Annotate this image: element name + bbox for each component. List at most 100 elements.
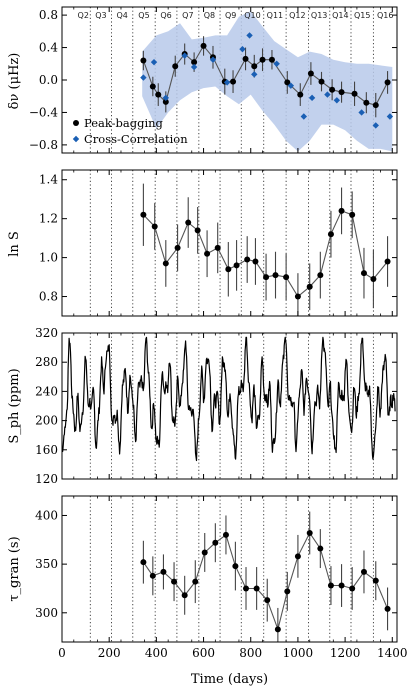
y-axis-title-4: τ_gran (s) [7,536,22,601]
y-tick-label: 400 [35,508,58,522]
y-tick-label: 240 [35,384,58,398]
quarter-label: Q7 [182,11,193,20]
tau-gran-point [338,582,345,589]
x-tick-label: 400 [145,646,168,660]
x-tick-label: 200 [98,646,121,660]
ln-s-point [174,244,181,251]
cross-correlation-point [372,122,379,129]
ln-s-point [306,283,313,290]
peak-bagging-point [363,99,370,106]
y-tick-label: 300 [35,606,58,620]
panel-4-frame [61,495,398,643]
quarter-label: Q3 [95,11,106,20]
ln-s-point [214,244,221,251]
quarter-label: Q12 [289,11,305,20]
panel-3-frame [61,332,398,480]
peak-bagging-point [297,91,304,98]
cross-correlation-point [358,109,365,116]
sph-curve [62,336,396,462]
legend-label-cross-correlation: Cross-Correlation [84,132,188,146]
x-axis-title: Time (days) [191,672,268,687]
y-tick-label: 1.4 [39,173,58,187]
panel-2-plot-area [89,170,391,316]
cross-correlation-point [273,60,280,67]
peak-bagging-point [318,78,325,85]
cross-correlation-point [333,97,341,104]
peak-bagging-point [284,79,291,86]
tau-gran-point [232,563,239,570]
ln-s-point [272,272,279,279]
ln-s-point [185,219,192,226]
panel-4-plot-area [89,496,391,642]
peak-bagging-point [329,86,336,93]
y-tick-label: 320 [35,326,58,340]
y-tick-label: 1.0 [39,251,58,265]
quarter-label: Q15 [354,11,370,20]
x-tick-label: 600 [192,646,215,660]
cross-correlation-point [300,113,308,120]
cross-correlation-point [181,52,188,59]
x-tick-label: 0 [58,646,66,660]
y-tick-label: 0.4 [39,41,58,55]
peak-bagging-point [338,89,345,96]
y-axis-title-3: S_ph (ppm) [7,368,22,443]
ln-s-point [233,262,240,269]
quarter-label: Q4 [116,11,127,20]
peak-bagging-point [384,79,391,86]
uncertainty-band [142,11,393,152]
tau-gran-point [212,539,219,546]
ln-s-point [283,274,290,281]
tau-gran-point [317,545,324,552]
legend-marker-peak-bagging [73,120,79,126]
ln-s-point [162,260,169,267]
y-tick-label: 200 [35,414,58,428]
peak-bagging-point [191,59,198,66]
tau-gran-point [160,568,167,575]
y-tick-label: 0.8 [39,8,58,22]
quarter-label: Q5 [138,11,149,20]
y-axis-title-2: ln S [7,231,22,257]
peak-bagging-point [140,57,147,64]
tau-gran-point [294,553,301,560]
ln-s-point [244,256,251,263]
peak-bagging-point [259,56,266,63]
cross-correlation-point [162,94,170,102]
peak-bagging-point [149,83,156,90]
tau-gran-point [149,572,156,579]
y-tick-label: 160 [35,443,58,457]
y-tick-label: −0.8 [29,138,58,152]
peak-bagging-point [351,90,358,97]
ln-s-point [151,223,158,230]
x-tick-label: 800 [239,646,262,660]
cross-correlation-point [324,91,331,98]
quarter-label: Q8 [204,11,215,20]
tau-gran-point [140,559,147,566]
peak-bagging-point [372,102,379,109]
ln-s-point [317,272,324,279]
x-tick-label: 1200 [330,646,361,660]
tau-gran-point [181,592,188,599]
ln-s-point [349,211,356,218]
peak-bagging-point [155,91,162,98]
quarter-label: Q10 [244,11,260,20]
tau-gran-point [264,597,271,604]
quarter-label: Q14 [332,11,348,20]
tau-gran-point [274,626,281,633]
x-tick-label: 1000 [283,646,314,660]
peak-bagging-point [162,98,169,105]
quarter-label: Q9 [225,11,236,20]
panel-2-frame [61,169,398,317]
cross-correlation-point [251,71,258,78]
ln-s-point [140,211,147,218]
tau-gran-point [253,585,260,592]
quarter-label: Q6 [160,11,171,20]
tau-gran-point [306,529,313,536]
tau-gran-point [222,531,229,538]
y-tick-label: 350 [35,557,58,571]
peak-bagging-point [230,78,237,85]
ln-s-point [263,274,270,281]
panel-3-plot-area [62,333,396,479]
ln-s-point [225,266,232,273]
cross-correlation-point [150,58,158,66]
